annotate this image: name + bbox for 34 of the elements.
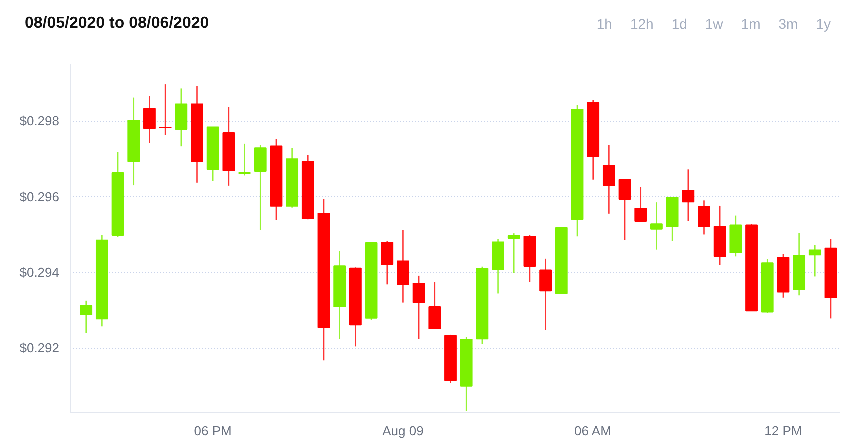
candlestick [381,240,394,286]
candlestick [540,258,552,331]
text: 1y [816,16,831,32]
y-tick-label: $0.292 [20,340,60,356]
candlestick [698,200,710,236]
candlestick [238,143,251,176]
x-tick-label: Aug 09 [382,424,424,438]
text: 1h [596,16,612,32]
candlestick [650,202,663,250]
candlestick [80,300,93,334]
text: 12h [630,16,654,32]
text: 1w [705,16,724,32]
x-tick-label: 06 AM [574,424,612,438]
candlestick [254,144,267,231]
candlestick [428,281,442,330]
y-tick-label: $0.298 [20,114,60,129]
x-tick-label: 06 PM [194,424,232,438]
candlestick [618,178,632,241]
x-tick-label: 12 PM [764,424,802,438]
candlestick [159,84,172,136]
candlestick [508,232,520,274]
candlestick [682,169,695,222]
candlestick [144,96,156,144]
text: 1d [672,16,688,32]
candlestick [634,186,648,222]
candlestick [397,230,410,304]
y-tick-label: $0.294 [20,265,60,280]
candlestick [602,144,616,215]
text: 1m [741,16,761,32]
text: 3m [778,16,798,32]
y-tick-label: $0.296 [20,189,60,204]
candlestick [412,275,426,340]
chart-title: 08/05/2020 to 08/06/2020 [25,14,210,34]
candlestick [808,244,822,278]
